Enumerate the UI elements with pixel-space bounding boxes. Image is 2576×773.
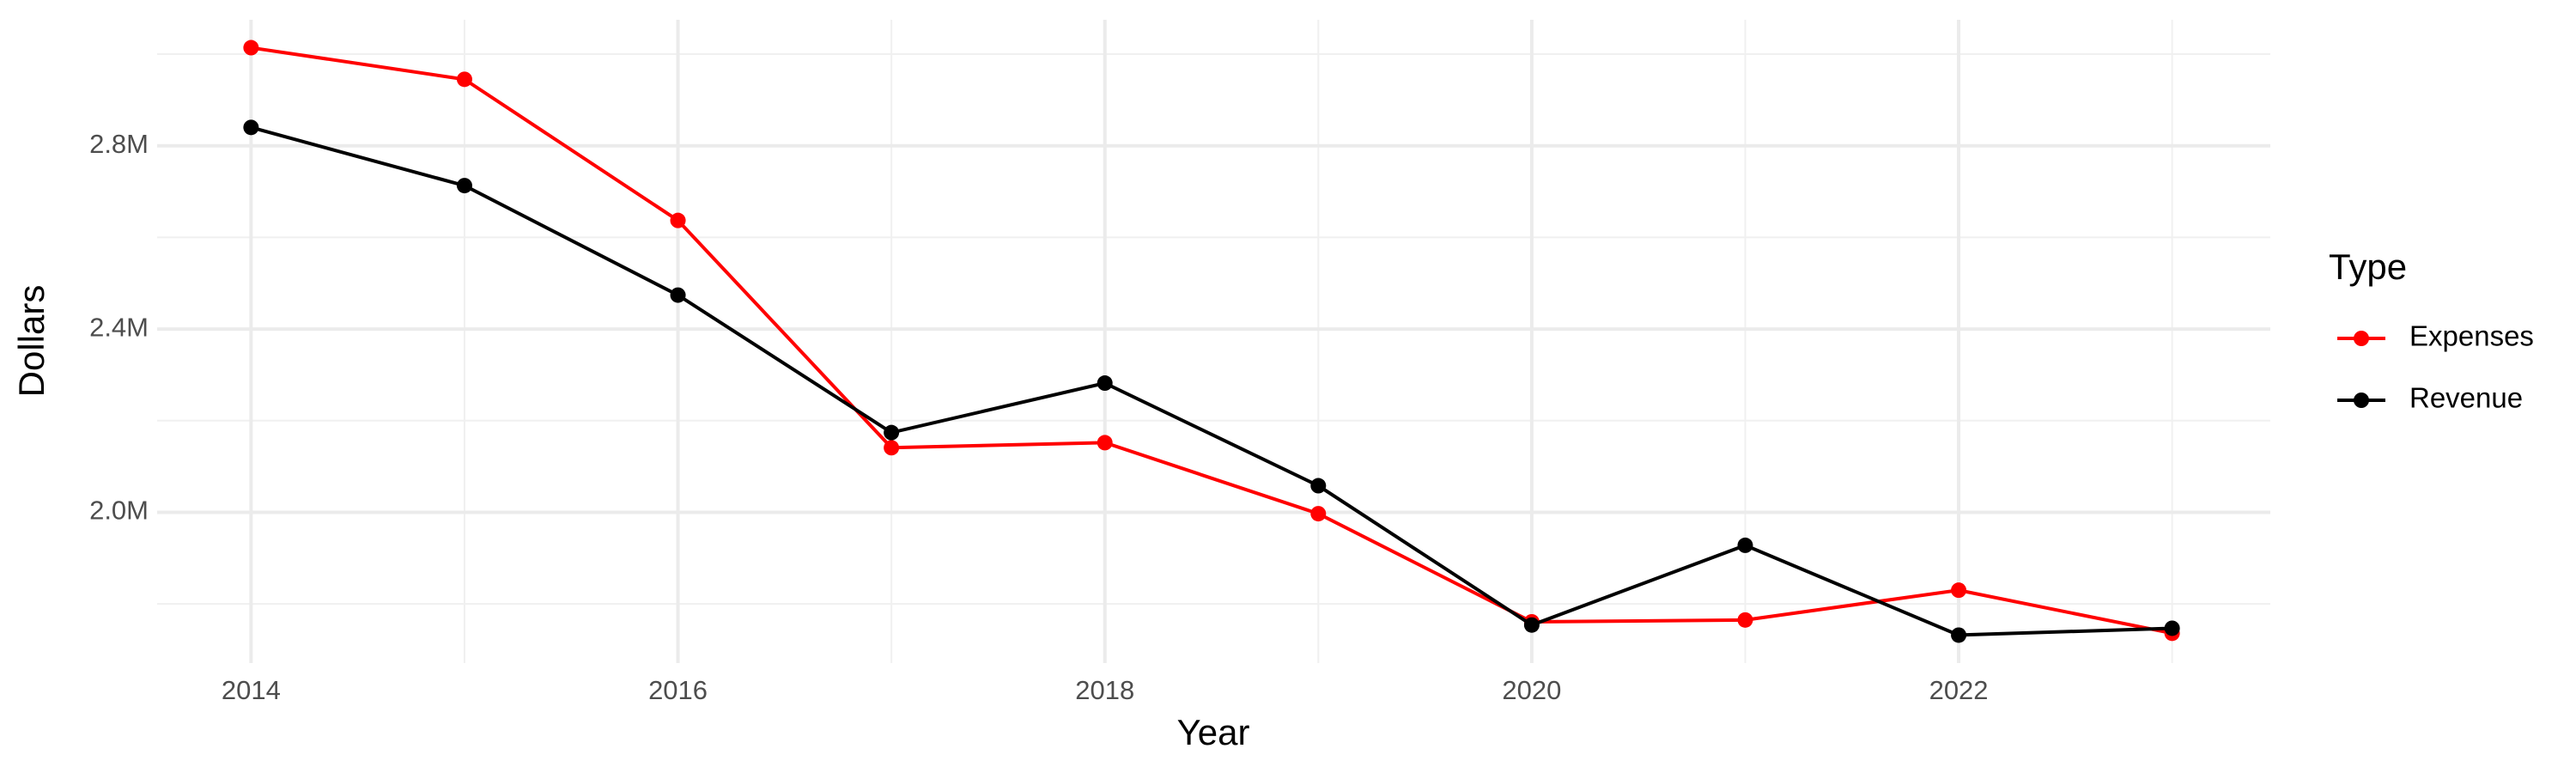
data-point bbox=[1951, 582, 1967, 599]
y-tick-label: 2.4M bbox=[89, 312, 149, 342]
legend-point bbox=[2354, 393, 2369, 408]
x-tick-label: 2022 bbox=[1929, 675, 1989, 705]
x-tick-label: 2016 bbox=[648, 675, 708, 705]
data-point bbox=[2164, 620, 2180, 636]
data-point bbox=[1310, 506, 1327, 522]
data-point bbox=[884, 440, 900, 456]
data-point bbox=[243, 119, 259, 136]
y-tick-label: 2.0M bbox=[89, 496, 149, 526]
data-point bbox=[670, 287, 686, 303]
x-tick-label: 2014 bbox=[222, 675, 281, 705]
data-point bbox=[456, 71, 472, 88]
data-point bbox=[243, 40, 259, 56]
data-point bbox=[1310, 478, 1327, 494]
data-point bbox=[1097, 435, 1113, 451]
data-point bbox=[1523, 617, 1540, 633]
data-point bbox=[670, 212, 686, 228]
x-tick-label: 2020 bbox=[1502, 675, 1561, 705]
data-point bbox=[884, 424, 900, 441]
y-tick-label: 2.8M bbox=[89, 129, 149, 159]
x-tick-label: 2018 bbox=[1075, 675, 1134, 705]
legend-title: Type bbox=[2329, 247, 2407, 287]
data-point bbox=[1951, 627, 1967, 643]
series-line bbox=[251, 46, 2173, 636]
series-line bbox=[250, 125, 2172, 637]
data-point bbox=[1097, 375, 1113, 392]
x-axis-title: Year bbox=[1177, 712, 1250, 752]
data-point bbox=[1737, 537, 1753, 553]
legend-point bbox=[2354, 331, 2369, 346]
legend-label: Revenue bbox=[2409, 382, 2523, 414]
data-point bbox=[1737, 612, 1753, 628]
legend-label: Expenses bbox=[2409, 320, 2534, 352]
y-axis-title: Dollars bbox=[11, 285, 52, 398]
data-point bbox=[456, 178, 472, 194]
